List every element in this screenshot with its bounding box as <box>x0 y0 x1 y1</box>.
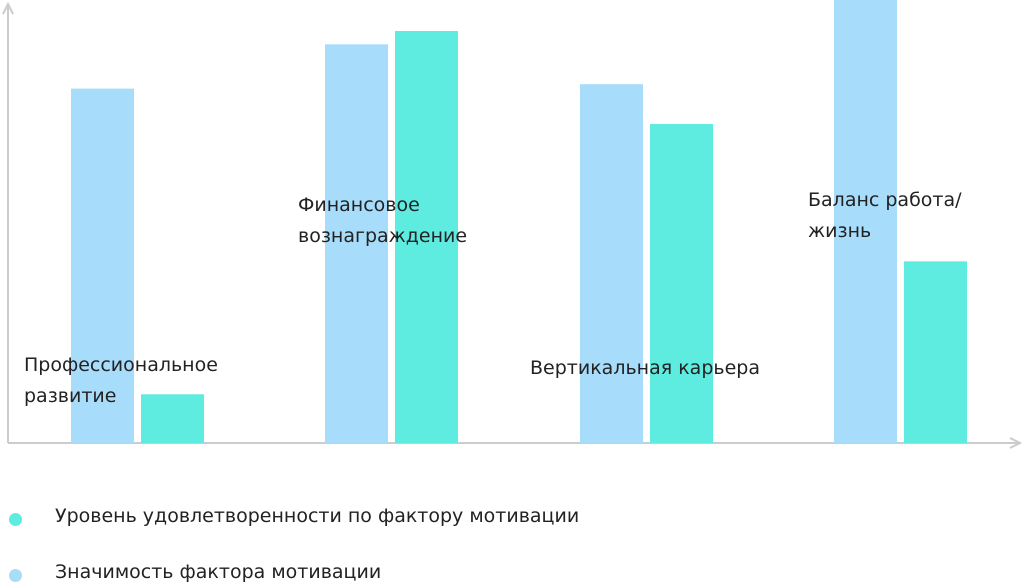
category-label: Профессиональное развитие <box>24 354 218 407</box>
category-label: Вертикальная карьера <box>530 357 760 379</box>
bar <box>834 0 897 443</box>
bar <box>650 124 713 443</box>
legend-marker <box>9 513 22 526</box>
bar <box>71 88 134 443</box>
x-axis-arrow <box>1009 437 1023 449</box>
legend-marker <box>9 569 22 582</box>
bar <box>141 394 204 443</box>
legend-label: Значимость фактора мотивации <box>55 561 382 583</box>
bar <box>325 44 388 444</box>
bar <box>904 261 967 443</box>
category-label: Финансовое вознаграждение <box>298 194 468 247</box>
bar <box>395 31 458 443</box>
category-label: Баланс работа/жизнь <box>808 189 962 242</box>
bar <box>580 84 643 444</box>
y-axis-arrow <box>2 1 14 15</box>
legend-label: Уровень удовлетворенности по фактору мот… <box>55 505 580 527</box>
